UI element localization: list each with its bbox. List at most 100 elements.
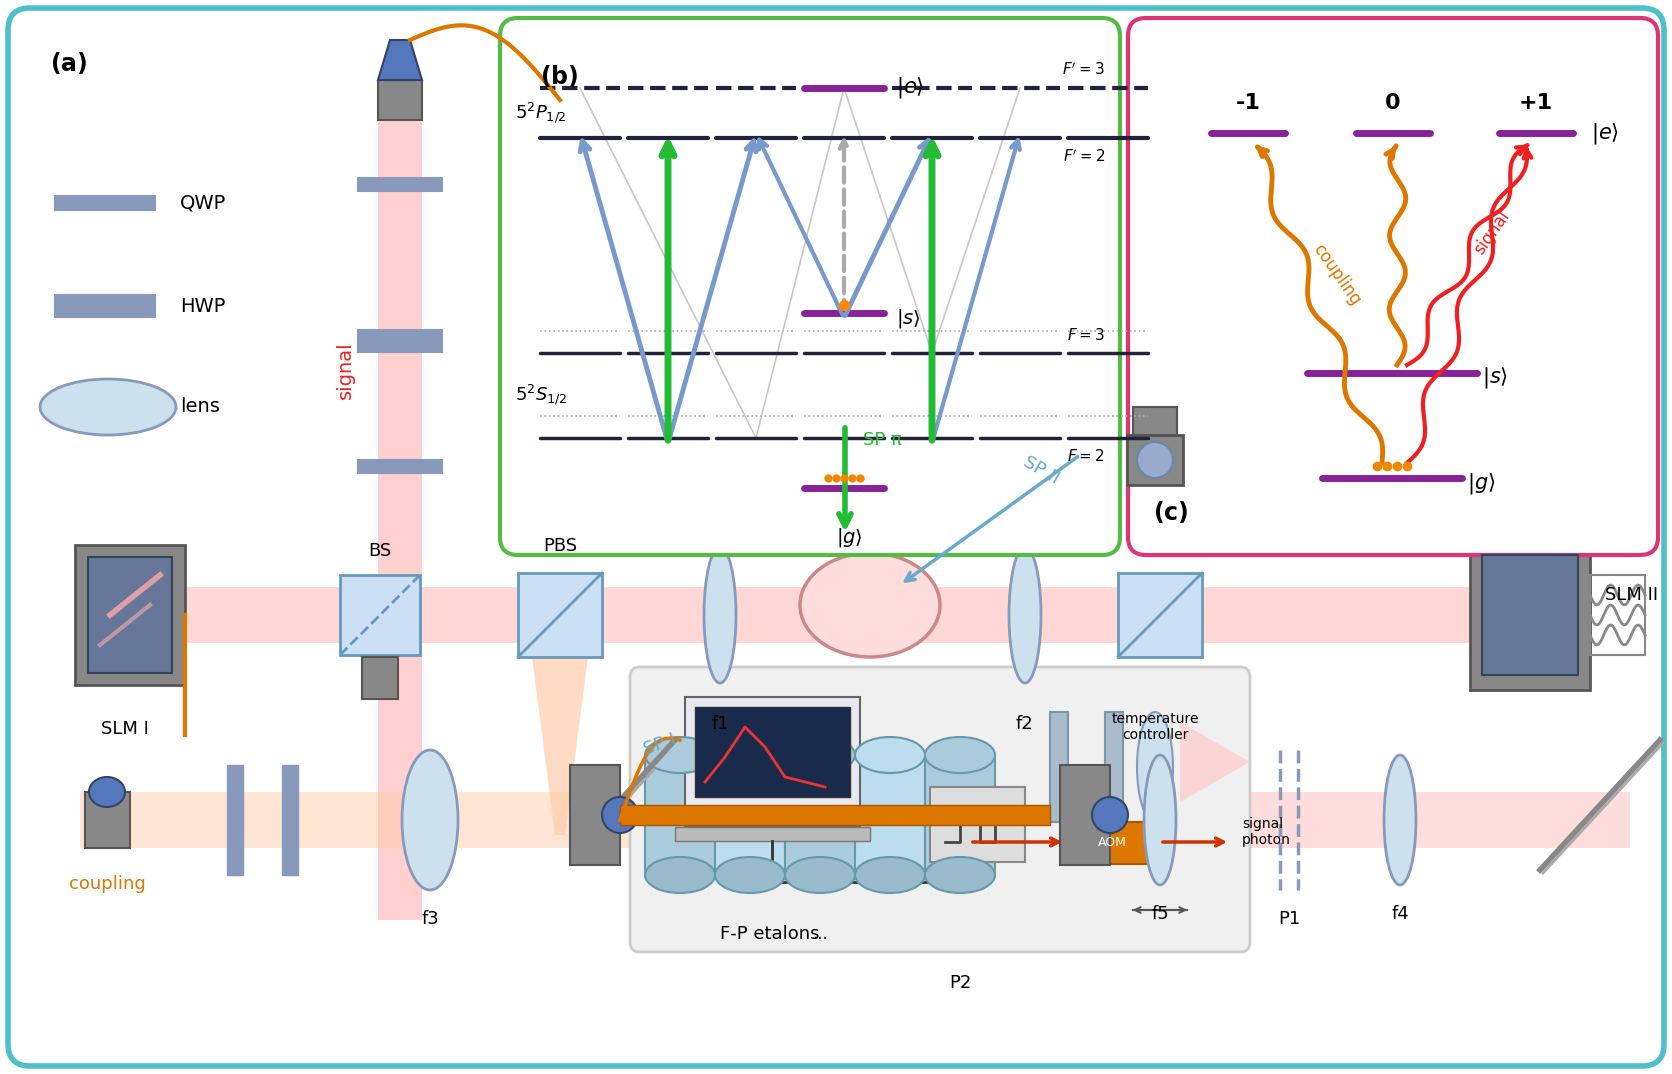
Text: SP π: SP π	[863, 431, 901, 449]
Bar	[1050, 712, 1068, 822]
Text: $5^2P_{1/2}$: $5^2P_{1/2}$	[515, 101, 567, 126]
Text: $|e\rangle$: $|e\rangle$	[1592, 120, 1618, 145]
Bar	[358, 178, 441, 191]
Text: f4: f4	[1391, 905, 1409, 923]
Text: $5^2S_{1/2}$: $5^2S_{1/2}$	[515, 382, 567, 407]
Text: $|e\rangle$: $|e\rangle$	[896, 75, 925, 101]
Text: $\mathbf{(b)}$: $\mathbf{(b)}$	[540, 63, 579, 89]
Text: +1: +1	[1518, 93, 1553, 113]
Bar	[378, 100, 421, 920]
Bar	[80, 792, 799, 848]
Text: SLM I: SLM I	[100, 720, 149, 738]
Ellipse shape	[784, 737, 854, 773]
FancyBboxPatch shape	[1129, 18, 1659, 555]
Text: ...: ...	[813, 925, 828, 943]
Bar	[363, 657, 398, 699]
Ellipse shape	[1092, 797, 1129, 833]
Text: coupling: coupling	[1309, 241, 1364, 309]
Text: f1: f1	[711, 715, 729, 732]
Text: P2: P2	[948, 974, 971, 992]
Bar	[518, 574, 602, 657]
Bar	[1127, 435, 1184, 485]
Bar	[930, 787, 1025, 862]
Ellipse shape	[602, 797, 639, 833]
Ellipse shape	[925, 857, 995, 892]
Ellipse shape	[854, 737, 925, 773]
Bar	[80, 587, 1570, 643]
Text: SLM II: SLM II	[1605, 586, 1659, 604]
Text: -1: -1	[1236, 93, 1261, 113]
Text: P1: P1	[1277, 910, 1301, 928]
Bar	[620, 806, 1050, 825]
Text: coupling: coupling	[69, 875, 145, 892]
Bar	[570, 765, 620, 865]
Polygon shape	[532, 657, 589, 834]
Text: f2: f2	[1017, 715, 1033, 732]
Bar	[716, 755, 784, 875]
Text: F-P etalons: F-P etalons	[721, 925, 819, 943]
Bar	[1481, 555, 1578, 674]
Bar	[339, 575, 420, 655]
Text: SP I: SP I	[642, 730, 679, 759]
Bar	[854, 755, 925, 875]
Bar	[1470, 540, 1590, 690]
Text: HWP: HWP	[181, 296, 226, 316]
Text: lens: lens	[181, 397, 221, 417]
Bar	[675, 827, 869, 841]
Bar	[358, 330, 441, 352]
Text: f3: f3	[421, 910, 438, 928]
Text: $|s\rangle$: $|s\rangle$	[896, 306, 921, 330]
Bar	[1119, 574, 1202, 657]
Bar	[686, 697, 859, 827]
Text: SP II: SP II	[1020, 452, 1062, 488]
Text: $|g\rangle$: $|g\rangle$	[836, 526, 863, 549]
Bar	[645, 755, 716, 875]
Bar	[1070, 792, 1630, 848]
FancyBboxPatch shape	[8, 8, 1664, 1066]
Ellipse shape	[716, 857, 784, 892]
Bar	[1070, 822, 1155, 863]
Text: 0: 0	[1384, 93, 1401, 113]
Polygon shape	[1180, 722, 1251, 802]
Ellipse shape	[784, 857, 854, 892]
Bar	[85, 792, 130, 848]
Text: BS: BS	[368, 542, 391, 560]
Text: $F=3$: $F=3$	[1067, 326, 1105, 343]
Text: $F'=2$: $F'=2$	[1063, 148, 1105, 164]
Bar	[227, 765, 242, 875]
Text: QWP: QWP	[181, 193, 226, 213]
FancyBboxPatch shape	[500, 18, 1120, 555]
Bar	[75, 545, 186, 685]
Ellipse shape	[1384, 755, 1416, 885]
Text: AOM: AOM	[1097, 837, 1127, 850]
Ellipse shape	[716, 737, 784, 773]
Ellipse shape	[1144, 755, 1175, 885]
Text: $\mathbf{(a)}$: $\mathbf{(a)}$	[50, 50, 87, 76]
Text: signal
photon: signal photon	[1242, 817, 1291, 847]
Ellipse shape	[1137, 442, 1174, 478]
Bar	[925, 755, 995, 875]
Bar	[55, 295, 155, 317]
Ellipse shape	[645, 857, 716, 892]
Text: temperature
controller: temperature controller	[1112, 712, 1199, 742]
Text: signal: signal	[336, 342, 354, 398]
Bar	[1105, 712, 1124, 822]
Ellipse shape	[704, 547, 736, 683]
Bar	[80, 587, 1570, 643]
Ellipse shape	[1137, 712, 1174, 822]
Polygon shape	[378, 40, 421, 79]
Ellipse shape	[925, 737, 995, 773]
Bar	[378, 79, 421, 120]
Ellipse shape	[799, 553, 940, 657]
Bar	[89, 557, 172, 673]
Ellipse shape	[1008, 547, 1042, 683]
Bar	[784, 755, 854, 875]
Text: $|s\rangle$: $|s\rangle$	[1481, 365, 1508, 391]
Text: f5: f5	[1150, 905, 1169, 923]
Bar	[1060, 765, 1110, 865]
Text: signal: signal	[1471, 207, 1513, 258]
Bar	[55, 195, 155, 211]
Text: $\mathbf{(c)}$: $\mathbf{(c)}$	[1154, 499, 1189, 525]
Bar	[358, 460, 441, 473]
Ellipse shape	[40, 379, 176, 435]
